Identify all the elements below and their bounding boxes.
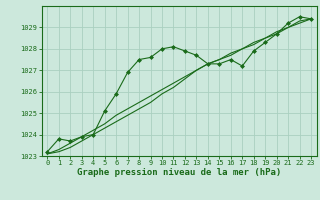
X-axis label: Graphe pression niveau de la mer (hPa): Graphe pression niveau de la mer (hPa)	[77, 168, 281, 177]
